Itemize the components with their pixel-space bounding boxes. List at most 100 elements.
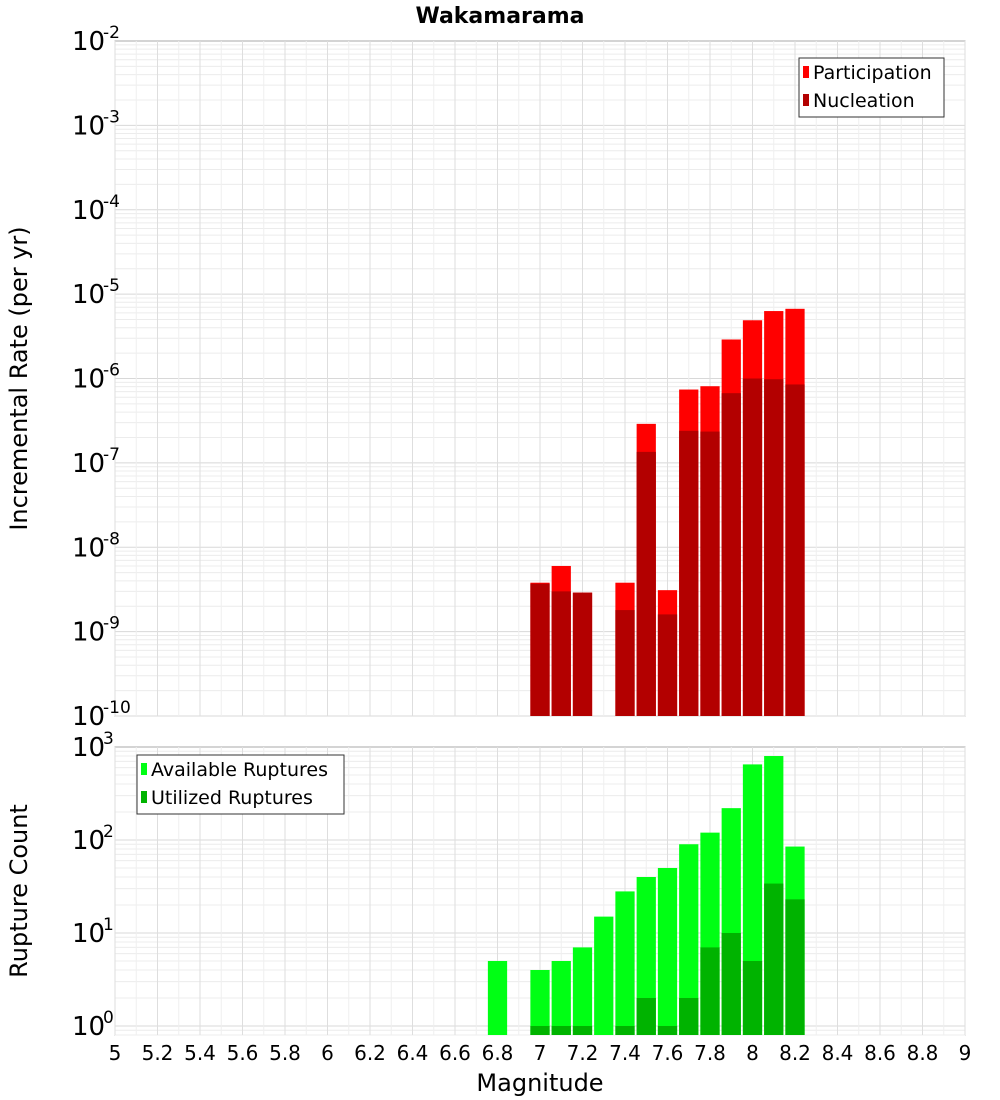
y-tick-label: 10 [72, 1012, 105, 1042]
y-tick-label: 10 [72, 111, 105, 141]
bar-secondary [615, 1025, 635, 1035]
bar-secondary [679, 997, 699, 1035]
bar-secondary [700, 431, 720, 716]
bar-secondary [636, 997, 656, 1035]
y-tick-label: 10 [72, 618, 105, 648]
x-tick-label: 5.4 [184, 1041, 216, 1065]
legend-box [798, 57, 945, 118]
y-tick-exponent: -4 [103, 192, 120, 212]
x-tick-label: 7.4 [609, 1041, 641, 1065]
x-tick-label: 5.6 [227, 1041, 259, 1065]
bottom-y-axis-label: Rupture Count [5, 804, 33, 978]
legend-label: Nucleation [813, 90, 915, 112]
x-tick-label: 8.2 [779, 1041, 811, 1065]
y-tick-exponent: -6 [103, 361, 120, 381]
bar-primary [572, 947, 593, 1035]
top-bars [530, 308, 805, 716]
legend-swatch [803, 66, 809, 78]
y-tick-exponent: -3 [103, 107, 120, 127]
bar-primary [594, 916, 614, 1035]
y-tick-exponent: 0 [103, 1008, 114, 1028]
y-tick-label: 10 [72, 826, 105, 856]
x-tick-label: 6.4 [397, 1041, 429, 1065]
x-tick-label: 9 [959, 1041, 972, 1065]
top-legend: Participation Nucleation [798, 57, 945, 118]
bar-secondary [551, 1025, 571, 1035]
bar-primary [679, 844, 699, 1035]
x-tick-label: 5.2 [142, 1041, 174, 1065]
bar-secondary [785, 899, 805, 1035]
x-tick-label: 6.2 [354, 1041, 386, 1065]
bottom-legend: Available Ruptures Utilized Ruptures [136, 754, 345, 815]
bar-secondary [742, 960, 763, 1035]
y-tick-label: 10 [72, 702, 105, 732]
x-tick-label: 7 [534, 1041, 547, 1065]
bar-primary [530, 969, 550, 1035]
bar-secondary [679, 430, 699, 716]
bar-secondary [721, 393, 741, 716]
legend-label: Utilized Ruptures [151, 787, 313, 809]
x-tick-label: 8.8 [907, 1041, 939, 1065]
y-tick-label: 10 [72, 449, 105, 479]
y-tick-exponent: 2 [103, 822, 114, 842]
x-ticks: 5 5.2 5.4 5.6 5.8 6 6.2 6.4 6.6 6.8 7 7.2 7.4 7.6 7.8 8… [109, 1041, 972, 1065]
bottom-bars [487, 756, 805, 1035]
y-tick-exponent: 3 [103, 729, 114, 749]
top-y-axis-label: Incremental Rate (per yr) [5, 226, 33, 530]
x-tick-label: 6.6 [439, 1041, 471, 1065]
bar-secondary [615, 610, 635, 716]
y-tick-exponent: -2 [103, 23, 120, 43]
y-tick-label: 10 [72, 365, 105, 395]
bar-secondary [636, 451, 656, 716]
legend-box [136, 754, 345, 815]
x-tick-label: 7.8 [694, 1041, 726, 1065]
x-tick-label: 8 [746, 1041, 759, 1065]
bar-secondary [742, 378, 763, 716]
y-tick-label: 10 [72, 733, 105, 763]
bar-secondary [572, 1025, 593, 1035]
legend-swatch [141, 791, 147, 803]
x-tick-label: 8.4 [822, 1041, 854, 1065]
x-axis-label: Magnitude [476, 1069, 603, 1097]
bar-secondary [700, 947, 720, 1035]
bar-secondary [530, 583, 550, 716]
y-tick-exponent: -5 [103, 276, 120, 296]
bar-primary [487, 960, 508, 1035]
bar-secondary [572, 592, 593, 716]
x-tick-label: 7.2 [567, 1041, 599, 1065]
x-tick-label: 6.8 [482, 1041, 514, 1065]
bar-secondary [657, 614, 678, 716]
y-tick-label: 10 [72, 196, 105, 226]
y-tick-label: 10 [72, 533, 105, 563]
bar-primary [615, 891, 635, 1035]
bar-secondary [764, 379, 784, 716]
x-tick-label: 8.6 [864, 1041, 896, 1065]
y-tick-exponent: -9 [103, 614, 120, 634]
bar-primary [551, 960, 571, 1035]
bar-secondary [721, 932, 741, 1035]
y-tick-label: 10 [72, 280, 105, 310]
x-tick-label: 6 [321, 1041, 334, 1065]
chart-title: Wakamarama [415, 4, 584, 29]
bar-secondary [785, 384, 805, 716]
y-tick-exponent: -8 [103, 529, 120, 549]
legend-swatch [141, 763, 147, 775]
bar-secondary [764, 883, 784, 1035]
y-tick-label: 10 [72, 27, 105, 57]
x-tick-label: 5.8 [269, 1041, 301, 1065]
y-tick-exponent: 1 [103, 915, 114, 935]
bar-primary [657, 867, 678, 1035]
bar-secondary [530, 1025, 550, 1035]
x-tick-label: 5 [109, 1041, 122, 1065]
x-tick-label: 7.6 [652, 1041, 684, 1065]
legend-swatch [803, 94, 809, 106]
y-tick-label: 10 [72, 919, 105, 949]
y-tick-exponent: -7 [103, 445, 120, 465]
bar-primary [636, 877, 656, 1035]
bar-secondary [657, 1025, 678, 1035]
